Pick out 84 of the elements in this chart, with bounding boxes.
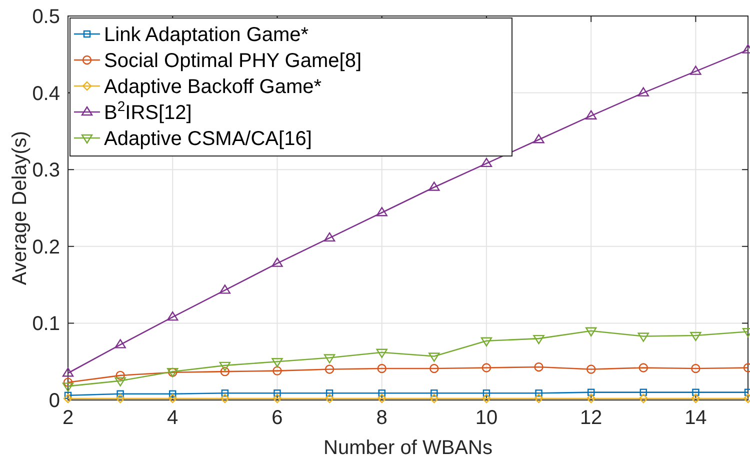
- y-tick-label: 0.4: [32, 82, 60, 105]
- legend-label: B$^{2}$IRS[12]: [104, 98, 192, 124]
- point: [482, 389, 490, 397]
- point: [533, 134, 544, 144]
- point: [376, 207, 388, 216]
- legend-label: Link Adaptation Game*: [104, 24, 309, 46]
- point: [428, 352, 440, 362]
- point: [221, 389, 229, 397]
- point: [377, 364, 386, 374]
- point: [586, 364, 596, 374]
- point: [116, 394, 125, 404]
- point: [744, 388, 750, 396]
- point: [62, 368, 74, 377]
- point: [482, 363, 492, 372]
- point: [324, 354, 336, 364]
- legend-label: Social Optimal PHY Game[8]: [104, 50, 362, 72]
- point: [116, 370, 125, 380]
- point: [480, 158, 492, 168]
- x-tick-label: 14: [684, 407, 707, 429]
- point: [169, 390, 176, 398]
- y-tick-label: 0.3: [32, 160, 60, 182]
- point: [324, 364, 334, 374]
- point: [64, 392, 72, 399]
- point: [638, 332, 649, 342]
- point: [533, 334, 544, 344]
- legend-label: Adaptive CSMA/CA[16]: [104, 128, 312, 150]
- point: [692, 388, 700, 396]
- point: [640, 388, 647, 396]
- point: [219, 362, 231, 372]
- point: [534, 394, 544, 404]
- x-tick-label: 2: [62, 407, 74, 429]
- point: [585, 327, 597, 336]
- point: [274, 389, 281, 397]
- point: [638, 363, 648, 372]
- point: [534, 362, 544, 372]
- point: [219, 284, 231, 294]
- point: [378, 389, 386, 397]
- point: [116, 390, 124, 398]
- point: [167, 311, 178, 321]
- point: [63, 394, 73, 404]
- point: [272, 394, 282, 404]
- point: [430, 389, 438, 397]
- point: [480, 337, 492, 346]
- point: [586, 394, 596, 404]
- point: [324, 232, 336, 242]
- y-tick-label: 0.5: [32, 6, 60, 28]
- point: [430, 364, 439, 374]
- point: [326, 389, 334, 397]
- point: [220, 394, 230, 404]
- point: [168, 394, 178, 404]
- point: [114, 377, 126, 386]
- point: [428, 182, 440, 191]
- point: [691, 364, 700, 374]
- point: [376, 348, 388, 358]
- point: [62, 382, 74, 392]
- x-tick-label: 8: [376, 407, 388, 429]
- point: [220, 366, 230, 376]
- point: [638, 87, 649, 96]
- point: [585, 110, 597, 120]
- x-tick-label: 6: [272, 407, 283, 429]
- point: [690, 66, 702, 75]
- point: [63, 378, 73, 387]
- point: [535, 389, 542, 397]
- point: [587, 388, 595, 396]
- x-tick-label: 10: [475, 407, 498, 429]
- y-tick-label: 0: [48, 390, 60, 412]
- y-axis-title: Average Delay(s): [9, 130, 31, 286]
- point: [482, 394, 492, 404]
- point: [272, 258, 283, 267]
- x-tick-label: 12: [580, 407, 602, 429]
- y-tick-label: 0.1: [32, 313, 60, 336]
- point: [272, 366, 282, 376]
- point: [377, 394, 386, 404]
- point: [691, 394, 700, 404]
- point: [690, 332, 702, 342]
- point: [272, 358, 283, 368]
- x-tick-label: 4: [167, 407, 178, 429]
- point: [638, 394, 648, 404]
- point: [324, 394, 334, 404]
- x-axis-title: Number of WBANs: [324, 437, 492, 459]
- legend-label: Adaptive Backoff Game*: [104, 76, 322, 98]
- point: [114, 339, 126, 348]
- point: [430, 394, 439, 404]
- y-tick-label: 0.2: [32, 236, 60, 258]
